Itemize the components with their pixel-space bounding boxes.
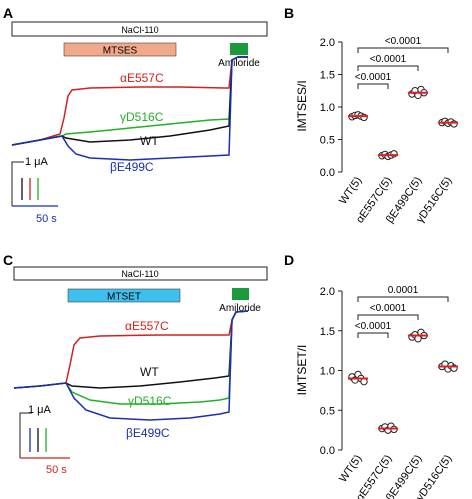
panel-b-letter: B [284, 5, 294, 21]
chart-b-comparison-label: <0.0001 [385, 36, 422, 47]
panel-b-chart: 0.00.51.01.52.0IMTSES/IWT(5)αE557C(5)βE4… [295, 36, 458, 225]
panel-a-scale-current-bar [11, 161, 24, 206]
panel-a-label-ae557c: αE557C [120, 71, 164, 85]
panel-c-scale-current-label: 1 μA [28, 404, 52, 416]
chart-b-x-tick-label: WT(5) [337, 175, 364, 207]
chart-d-y-tick-label: 1.0 [320, 366, 335, 378]
panel-c-letter: C [3, 252, 13, 268]
panel-b: B 0.00.51.01.52.0IMTSES/IWT(5)αE557C(5)β… [284, 5, 458, 225]
panel-a-label-be499c: βE499C [110, 160, 154, 174]
panel-c-nacl-bar [13, 266, 268, 281]
panel-d-chart: 0.00.51.01.52.0IMTSET/IWT(5)αE557C(5)βE4… [295, 285, 458, 499]
panel-a-scale-time-label: 50 s [36, 213, 57, 225]
panel-d: D 0.00.51.01.52.0IMTSET/IWT(5)αE557C(5)β… [284, 252, 458, 499]
panel-a-mtses-bar [63, 42, 177, 57]
panel-d-letter: D [284, 252, 294, 268]
chart-d-comparison-bracket [357, 296, 449, 302]
chart-d-comparison-bracket [357, 314, 419, 320]
chart-b-y-label: IMTSES/I [295, 80, 309, 131]
chart-b-y-tick-label: 0.5 [320, 135, 335, 147]
panel-c-label-wt: WT [140, 365, 159, 379]
chart-d-comparison-label: <0.0001 [355, 321, 392, 332]
chart-b-comparison-label: <0.0001 [355, 72, 392, 83]
chart-b-comparison-bracket [357, 65, 419, 71]
panel-a-mtses-label: MTSES [103, 46, 138, 57]
panel-c-label-ae557c: αE557C [125, 319, 169, 333]
panel-a-scale-current-label: 1 μA [25, 156, 49, 168]
chart-b-y-tick-label: 0.0 [320, 167, 335, 179]
panel-c-nacl-label: NaCl-110 [121, 269, 158, 279]
chart-d-comparison-label: 0.0001 [388, 285, 419, 296]
panel-a-label-wt: WT [140, 134, 159, 148]
panel-c: C NaCl-110 MTSET Amiloride αE557C WT γD5… [3, 252, 268, 476]
panel-c-mtset-label: MTSET [107, 292, 141, 303]
chart-d-comparison-bracket [357, 332, 389, 338]
panel-a-nacl-bar [11, 21, 268, 37]
panel-c-scale: 1 μA 50 s [19, 404, 70, 476]
panel-c-amiloride-label: Amiloride [219, 303, 261, 314]
panel-c-mtset-bar [67, 288, 181, 303]
panel-a-scale: 1 μA 50 s [11, 156, 58, 225]
panel-a-amiloride-label: Amiloride [218, 58, 260, 69]
chart-b-y-tick-label: 2.0 [320, 37, 335, 49]
panel-a-letter: A [3, 5, 13, 21]
chart-b-comparison-bracket [357, 47, 449, 53]
chart-b-comparison-label: <0.0001 [370, 54, 407, 65]
chart-b-comparison-bracket [357, 83, 389, 89]
panel-c-scale-time-label: 50 s [46, 464, 67, 476]
chart-d-comparison-label: <0.0001 [370, 303, 407, 314]
panel-a: A NaCl-110 MTSES Amiloride αE557C γD516C… [3, 5, 268, 225]
chart-d-y-tick-label: 0.0 [320, 445, 335, 457]
panel-c-amiloride-bar [232, 288, 249, 300]
panel-a-amiloride-bar [230, 43, 248, 55]
chart-d-y-label: IMTSET/I [295, 345, 309, 396]
panel-a-nacl-label: NaCl-110 [121, 25, 158, 35]
panel-a-label-gd516c: γD516C [120, 110, 164, 124]
panel-c-label-gd516c: γD516C [128, 394, 172, 408]
chart-d-x-tick-label: WT(5) [337, 453, 364, 485]
chart-b-y-tick-label: 1.5 [320, 70, 335, 82]
chart-b-y-tick-label: 1.0 [320, 102, 335, 114]
panel-c-label-be499c: βE499C [126, 426, 170, 440]
chart-d-y-tick-label: 2.0 [320, 286, 335, 298]
panel-c-scale-current-bar [19, 412, 32, 458]
chart-d-y-tick-label: 0.5 [320, 405, 335, 417]
panel-a-trace-be499c [11, 56, 248, 161]
panel-c-trace-be499c [13, 310, 249, 421]
chart-d-y-tick-label: 1.5 [320, 326, 335, 338]
